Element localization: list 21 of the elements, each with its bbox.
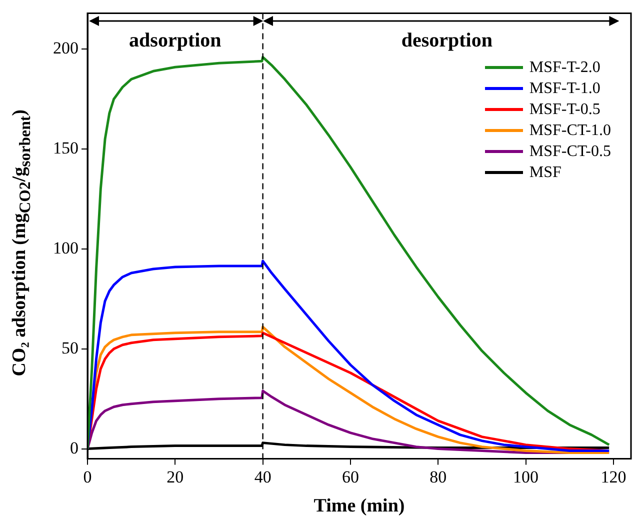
legend-label: MSF-T-1.0 — [529, 80, 600, 98]
x-tick-label: 40 — [254, 467, 272, 486]
y-tick-label: 200 — [53, 38, 78, 58]
y-tick-label: 0 — [70, 438, 78, 458]
legend-label: MSF-CT-1.0 — [529, 122, 611, 140]
legend-label: MSF-T-0.5 — [529, 100, 600, 119]
x-tick-label: 120 — [600, 467, 626, 486]
annotation: desorption — [401, 29, 492, 52]
legend-label: MSF — [529, 164, 562, 182]
legend-label: MSF-CT-0.5 — [529, 142, 611, 161]
y-tick-label: 50 — [62, 338, 78, 358]
annotation: adsorption — [129, 29, 222, 52]
y-tick-label: 150 — [53, 138, 78, 158]
x-tick-label: 0 — [83, 467, 92, 486]
x-tick-label: 100 — [513, 467, 539, 486]
x-tick-label: 20 — [166, 467, 184, 486]
legend-label: MSF-T-2.0 — [529, 58, 600, 77]
x-axis-title: Time (min) — [314, 496, 405, 517]
x-tick-label: 80 — [430, 467, 447, 486]
y-tick-label: 100 — [53, 238, 78, 258]
x-tick-label: 60 — [342, 467, 359, 486]
